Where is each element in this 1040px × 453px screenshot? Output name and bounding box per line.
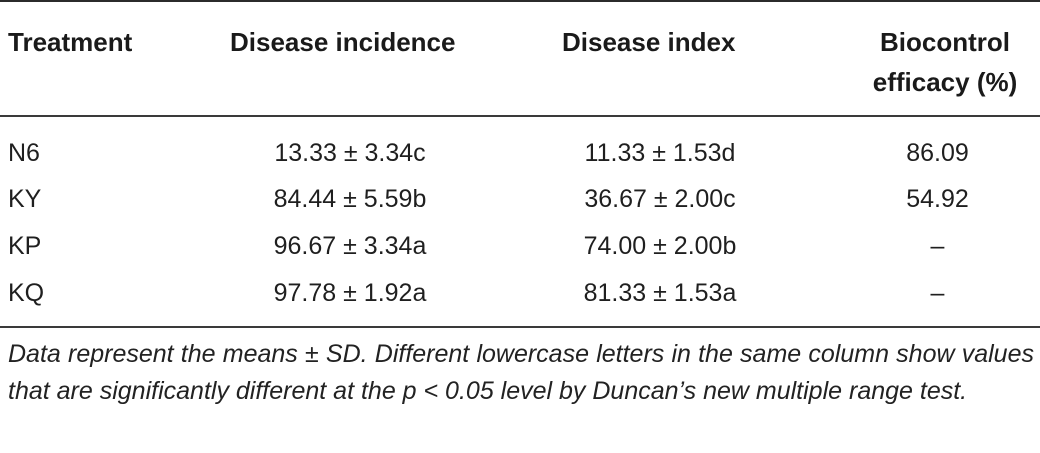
cell-biocontrol-efficacy: 86.09 xyxy=(906,139,969,167)
cell-biocontrol-efficacy: – xyxy=(930,232,945,260)
cell-treatment: KQ xyxy=(8,279,45,307)
header-disease-index: Disease index xyxy=(562,27,736,57)
cell-disease-index: 11.33 ± 1.53d xyxy=(584,139,736,167)
header-biocontrol-line1: Biocontrol xyxy=(880,27,1010,57)
cell-disease-index: 81.33 ± 1.53a xyxy=(583,279,737,307)
cell-biocontrol-efficacy: – xyxy=(930,279,945,307)
header-biocontrol-line2: efficacy (%) xyxy=(872,67,1018,97)
cell-disease-incidence: 97.78 ± 1.92a xyxy=(273,279,427,307)
header-disease-incidence: Disease incidence xyxy=(230,27,456,57)
header-biocontrol-efficacy: Biocontrol efficacy (%) xyxy=(850,22,1040,102)
table-top-rule xyxy=(0,0,1040,2)
cell-disease-index: 36.67 ± 2.00c xyxy=(584,185,736,213)
cell-biocontrol-efficacy: 54.92 xyxy=(906,185,969,213)
table-footnote: Data represent the means ± SD. Different… xyxy=(8,340,1034,405)
table-bottom-rule xyxy=(0,326,1040,328)
table-header-rule xyxy=(0,115,1040,117)
cell-treatment: KP xyxy=(8,232,42,260)
cell-disease-incidence: 13.33 ± 3.34c xyxy=(274,139,426,167)
cell-disease-incidence: 84.44 ± 5.59b xyxy=(273,185,427,213)
cell-disease-index: 74.00 ± 2.00b xyxy=(583,232,737,260)
cell-treatment: KY xyxy=(8,185,42,213)
cell-treatment: N6 xyxy=(8,139,40,167)
cell-disease-incidence: 96.67 ± 3.34a xyxy=(273,232,427,260)
header-treatment: Treatment xyxy=(8,27,133,57)
